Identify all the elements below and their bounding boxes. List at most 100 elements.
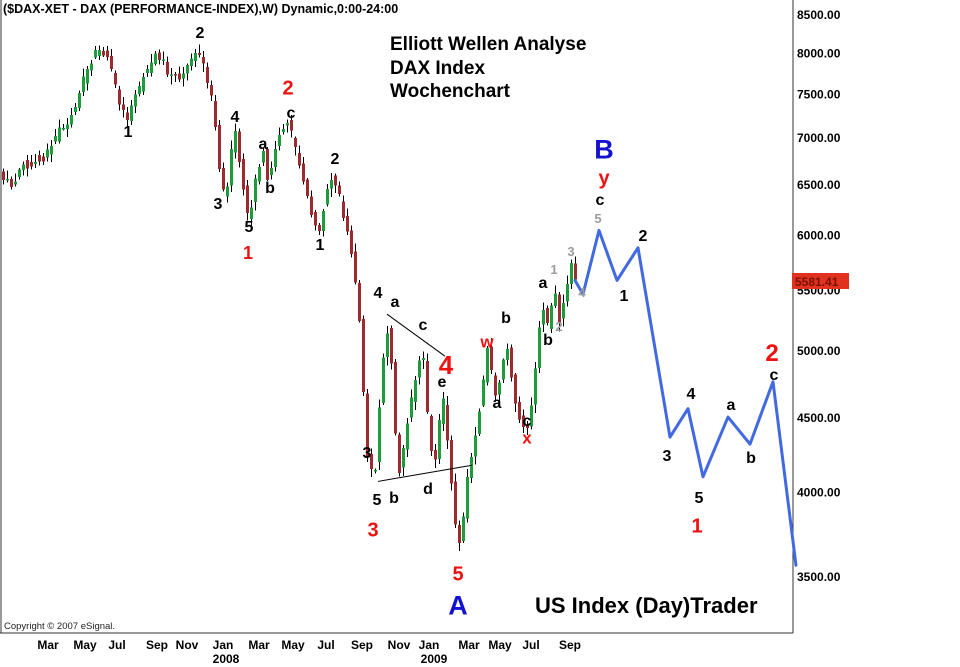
triangle-upper xyxy=(386,313,446,357)
candle-body xyxy=(166,61,169,75)
candle-body xyxy=(354,251,357,283)
candle-body xyxy=(466,477,469,519)
x-axis-tick: May xyxy=(73,638,97,652)
x-axis-tick: Sep xyxy=(559,638,581,652)
wave-label-black: b xyxy=(501,310,511,327)
candle-body xyxy=(574,263,577,280)
candle-body xyxy=(130,105,133,122)
candle-body xyxy=(110,56,113,70)
candle-body xyxy=(190,58,193,67)
x-axis-tick: Mar xyxy=(37,638,59,652)
candle-body xyxy=(86,68,89,84)
candle-body xyxy=(34,162,37,164)
candle-body xyxy=(510,347,513,378)
candle-body xyxy=(422,358,425,361)
wave-label-red: x xyxy=(522,428,532,447)
candle-body xyxy=(426,361,429,412)
x-axis-tick: Jul xyxy=(522,638,539,652)
candle-body xyxy=(434,450,437,460)
annotation-line-2: DAX Index xyxy=(390,58,485,79)
x-axis-tick: Sep xyxy=(146,638,168,652)
candle-body xyxy=(318,224,321,232)
wave-label-black: 5 xyxy=(245,219,254,236)
candle-body xyxy=(366,393,369,457)
candle-body xyxy=(102,50,105,56)
x-axis-tick: Nov xyxy=(388,638,411,652)
candle-body xyxy=(334,175,337,186)
candle-body xyxy=(322,210,325,232)
candle-body xyxy=(58,127,61,142)
candle-body xyxy=(314,211,317,226)
wave-label-black: c xyxy=(419,317,428,334)
wave-label-red: 5 xyxy=(452,564,463,586)
candle-body xyxy=(286,123,289,126)
x-axis-tick: Mar xyxy=(248,638,270,652)
candle-body xyxy=(226,186,229,197)
wave-label-black: b xyxy=(746,450,756,467)
x-axis-labels: Mar May Jul Sep Nov Jan Mar May Jul Sep Nov Jan Mar M… xyxy=(37,638,581,666)
wave-label-black: c xyxy=(596,192,605,209)
y-axis-tick: 8500.00 xyxy=(797,8,841,22)
candle-body xyxy=(90,63,93,71)
candle-body xyxy=(174,73,177,76)
candle-body xyxy=(306,179,309,196)
candle-body xyxy=(194,52,197,62)
candle-body xyxy=(70,115,73,125)
wave-label-black: a xyxy=(493,395,502,412)
candle-body xyxy=(446,404,449,441)
annotation-line-1: Elliott Wellen Analyse xyxy=(390,34,586,55)
triangle-lower xyxy=(377,464,473,482)
wave-label-red: 4 xyxy=(439,350,454,380)
candle-body xyxy=(46,149,49,158)
wave-label-black: 5 xyxy=(695,490,704,507)
x-axis-tick: Jan xyxy=(213,638,234,652)
candle-body xyxy=(526,424,529,429)
copyright: Copyright © 2007 eSignal. xyxy=(4,621,115,632)
candle-body xyxy=(294,138,297,147)
wave-label-blue: B xyxy=(594,134,614,164)
candle-body xyxy=(22,164,25,171)
wave-label-red: 2 xyxy=(282,78,293,100)
wave-label-black: 1 xyxy=(124,124,133,141)
candle-body xyxy=(458,525,461,544)
candle-body xyxy=(302,163,305,182)
candle-body xyxy=(382,357,385,403)
candle-body xyxy=(450,440,453,484)
candle-body xyxy=(530,405,533,427)
wave-label-black: c xyxy=(523,413,532,430)
candle-body xyxy=(238,131,241,163)
candle-body xyxy=(142,77,145,92)
candle-body xyxy=(494,375,497,396)
wave-label-red: w xyxy=(479,332,494,351)
candle-body xyxy=(414,380,417,403)
wave-label-red: 1 xyxy=(691,516,702,538)
candle-body xyxy=(418,360,421,378)
candle-body xyxy=(182,73,185,79)
candle-body xyxy=(290,120,293,131)
wave-label-gray: 4 xyxy=(578,285,586,300)
candle-body xyxy=(470,456,473,478)
candle-body xyxy=(346,216,349,232)
x-axis-tick: May xyxy=(281,638,305,652)
wave-label-black: 1 xyxy=(316,237,325,254)
candle-body xyxy=(50,146,53,155)
wave-label-black: 4 xyxy=(374,285,383,302)
candle-body xyxy=(438,420,441,460)
candle-body xyxy=(246,185,249,214)
wave-label-black: 4 xyxy=(687,386,696,403)
candle-body xyxy=(342,201,345,218)
candle-body xyxy=(154,53,157,65)
wave-label-black: e xyxy=(438,374,447,391)
candle-body xyxy=(442,398,445,424)
x-axis-year: 2009 xyxy=(421,652,448,666)
wave-label-gray: 3 xyxy=(567,244,574,259)
candle-body xyxy=(506,348,509,360)
candle-body xyxy=(18,169,21,178)
last-price-tag-bg xyxy=(792,273,849,289)
candle-body xyxy=(542,310,545,325)
wave-label-black: c xyxy=(287,105,296,122)
candle-body xyxy=(550,305,553,329)
wave-label-gray: 1 xyxy=(550,262,557,277)
y-axis-labels: 8500.00 8000.00 7500.00 7000.00 6500.00 6000.… xyxy=(797,8,841,584)
